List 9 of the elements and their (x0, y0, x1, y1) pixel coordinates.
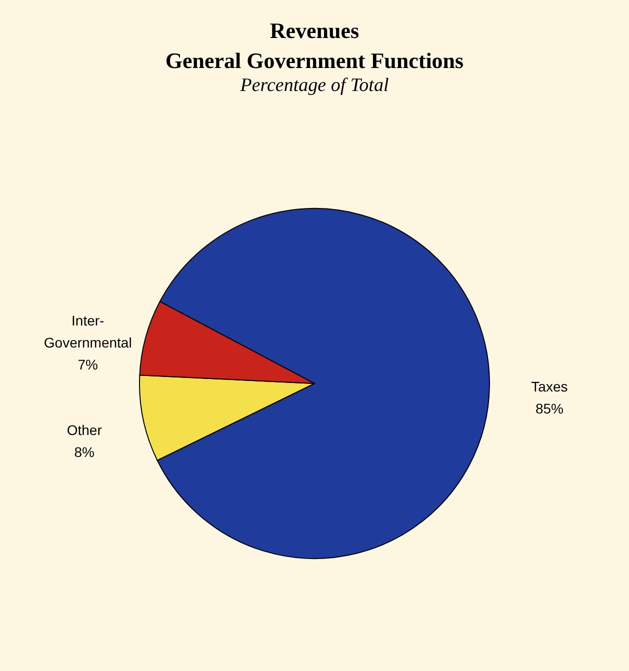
text: Percentage of Total (239, 75, 389, 96)
slice-label: Taxes (531, 378, 568, 394)
slice-label: Other (66, 422, 102, 438)
data-label: 7% (78, 356, 98, 372)
chart-subtitle: General Government Functions (165, 48, 464, 73)
chart-title: Revenues (270, 18, 360, 43)
slice-label: Inter-Governmental (44, 312, 132, 350)
data-label: 8% (74, 444, 94, 460)
data-label: 85% (535, 400, 564, 416)
